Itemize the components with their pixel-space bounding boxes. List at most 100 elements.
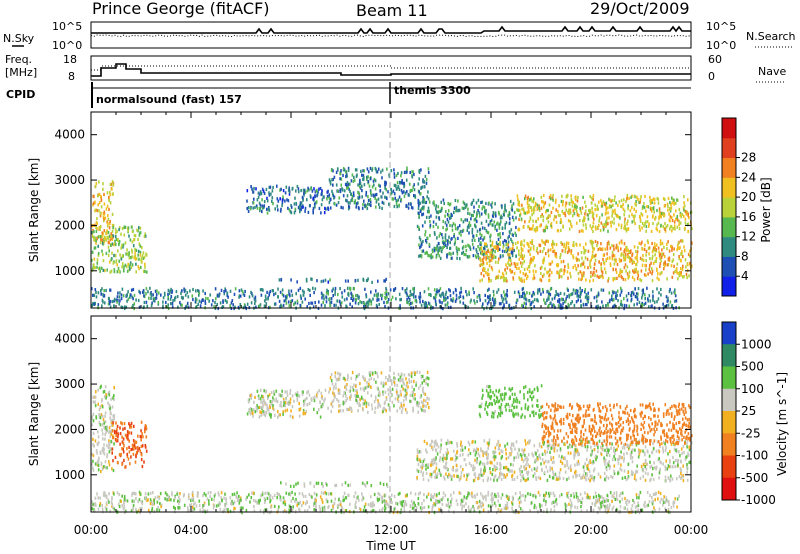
power-cell-r8 bbox=[591, 214, 594, 218]
power-cell-r3 bbox=[427, 170, 430, 174]
velocity-cell-r5 bbox=[521, 509, 524, 513]
power-cell-r0 bbox=[101, 231, 104, 235]
power-cell-r1 bbox=[108, 249, 110, 253]
power-cell-r3 bbox=[366, 177, 368, 181]
power-cell-r1 bbox=[126, 248, 128, 252]
power-cell-r5 bbox=[543, 298, 545, 302]
power-cell-r7 bbox=[578, 277, 580, 281]
velocity-cell-r0 bbox=[109, 409, 112, 413]
power-cell-r5 bbox=[568, 293, 570, 297]
power-cell-r7 bbox=[489, 259, 491, 263]
power-cell-r6 bbox=[477, 198, 480, 202]
power-cell-r2 bbox=[255, 204, 258, 208]
power-cell-r1 bbox=[142, 269, 145, 273]
velocity-cell-r2 bbox=[301, 392, 304, 397]
power-cell-r7 bbox=[584, 249, 587, 253]
power-colorbar-tick-label-4: 20 bbox=[741, 190, 756, 204]
velocity-cell-r5 bbox=[632, 498, 634, 503]
power-cell-r2 bbox=[268, 193, 271, 197]
power-cell-r8 bbox=[546, 209, 548, 213]
power-cell-r3 bbox=[340, 169, 342, 173]
power-cell-r3 bbox=[364, 203, 366, 207]
power-cell-r8 bbox=[649, 207, 652, 211]
power-cell-r3 bbox=[418, 190, 420, 194]
power-cell-r8 bbox=[553, 214, 556, 219]
power-cell-r7 bbox=[481, 250, 484, 254]
velocity-cell-r3 bbox=[416, 401, 419, 405]
power-cell-r8 bbox=[540, 206, 543, 210]
power-cell-r5 bbox=[393, 288, 395, 292]
power-cell-r5 bbox=[370, 302, 373, 306]
power-cell-r6 bbox=[438, 246, 440, 250]
power-cell-r6 bbox=[436, 244, 438, 248]
velocity-cell-r3 bbox=[349, 406, 351, 410]
power-cell-r5 bbox=[478, 295, 481, 299]
power-cell-r5 bbox=[675, 299, 678, 303]
velocity-cell-r0 bbox=[105, 427, 108, 432]
power-cell-r5 bbox=[358, 296, 360, 300]
power-cell-r0 bbox=[111, 180, 114, 184]
power-cell-r6 bbox=[462, 200, 465, 204]
power-cell-r6 bbox=[472, 246, 475, 250]
power-cell-r5 bbox=[641, 293, 644, 297]
power-cell-r6 bbox=[512, 218, 515, 222]
power-cell-r1 bbox=[144, 265, 146, 269]
power-cell-r5 bbox=[546, 298, 548, 302]
power-cell-r5 bbox=[152, 298, 155, 303]
power-cell-r6 bbox=[484, 209, 486, 213]
power-cell-r8 bbox=[595, 214, 598, 218]
power-cell-r8 bbox=[624, 224, 627, 228]
velocity-cell-r3 bbox=[418, 401, 420, 405]
power-cell-r8 bbox=[602, 226, 605, 230]
power-cell-r3 bbox=[347, 168, 350, 172]
power-cell-r7 bbox=[651, 241, 653, 246]
power-cell-r8 bbox=[518, 228, 521, 232]
power-cell-r3 bbox=[412, 185, 414, 189]
power-cell-r0 bbox=[112, 181, 115, 185]
power-cell-r8 bbox=[573, 207, 576, 211]
power-cell-r3 bbox=[386, 196, 388, 201]
power-cell-r5 bbox=[553, 296, 556, 300]
power-cell-r7 bbox=[601, 270, 604, 275]
power-cell-r3 bbox=[421, 207, 423, 211]
velocity-cell-r3 bbox=[368, 371, 371, 375]
power-cell-r3 bbox=[338, 196, 341, 200]
velocity-cell-r3 bbox=[330, 379, 333, 383]
power-cell-r3 bbox=[419, 192, 422, 196]
power-cell-r7 bbox=[598, 246, 601, 251]
velocity-cell-r5 bbox=[144, 492, 147, 496]
power-cell-r5 bbox=[584, 295, 587, 299]
power-cell-r2 bbox=[265, 187, 268, 192]
velocity-cell-r5 bbox=[475, 500, 478, 504]
power-cell-r1 bbox=[102, 268, 105, 272]
power-cell-r5 bbox=[602, 288, 605, 292]
power-cell-r5 bbox=[530, 301, 533, 305]
power-cell-r5 bbox=[567, 288, 569, 292]
velocity-cell-r3 bbox=[410, 399, 413, 403]
power-cell-r5 bbox=[224, 287, 226, 291]
velocity-cell-r3 bbox=[375, 380, 377, 384]
power-cell-r5 bbox=[492, 305, 494, 309]
power-cell-r8 bbox=[524, 220, 526, 224]
power-cell-r7 bbox=[555, 252, 557, 256]
power-cell-r8 bbox=[602, 228, 605, 232]
power-cell-r5 bbox=[454, 299, 457, 303]
power-cell-r5 bbox=[207, 297, 209, 301]
power-cell-r8 bbox=[517, 202, 520, 207]
velocity-cell-r2 bbox=[296, 398, 299, 402]
power-cell-r5 bbox=[146, 304, 149, 308]
power-cell-r7 bbox=[561, 242, 563, 246]
power-cell-r1 bbox=[139, 226, 142, 230]
power-cell-r5 bbox=[449, 289, 451, 293]
power-cell-r8 bbox=[652, 197, 655, 201]
power-cell-r6 bbox=[461, 229, 464, 233]
power-cell-r7 bbox=[519, 261, 522, 265]
power-cell-r7 bbox=[668, 249, 671, 253]
velocity-cell-r3 bbox=[419, 384, 422, 388]
velocity-cell-r2 bbox=[280, 394, 283, 398]
velocity-cell-r1 bbox=[117, 432, 120, 436]
velocity-cell-r3 bbox=[423, 398, 425, 403]
velocity-cell-r3 bbox=[395, 390, 398, 395]
velocity-cell-r0 bbox=[101, 414, 104, 418]
velocity-cell-r2 bbox=[282, 410, 284, 414]
